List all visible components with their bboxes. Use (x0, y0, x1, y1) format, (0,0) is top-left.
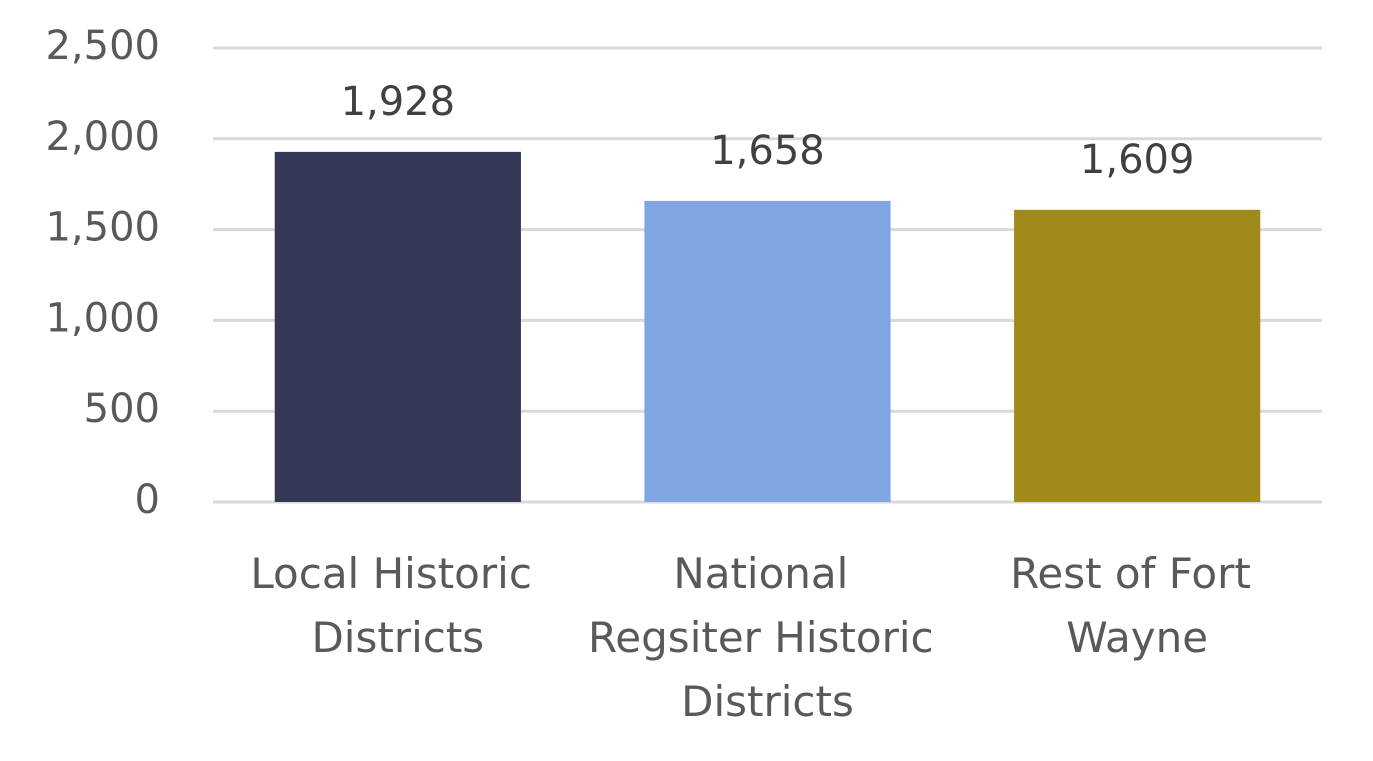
y-tick-label: 2,000 (45, 114, 160, 160)
bar (644, 200, 891, 502)
value-label: 1,609 (1080, 137, 1195, 183)
x-tick-label: Rest of Fort Wayne (1010, 549, 1264, 662)
y-tick-label: 1,000 (45, 295, 160, 341)
bar (1014, 209, 1261, 502)
y-tick-label: 500 (84, 386, 160, 432)
value-label: 1,658 (710, 128, 825, 174)
bar (274, 151, 521, 503)
value-label: 1,928 (341, 79, 456, 125)
x-tick-label: National Regsiter Historic Districts (588, 549, 947, 726)
y-tick-label: 0 (135, 477, 160, 523)
y-tick-label: 1,500 (45, 205, 160, 251)
y-tick-label: 2,500 (45, 23, 160, 69)
x-tick-label: Local Historic Districts (250, 549, 545, 662)
